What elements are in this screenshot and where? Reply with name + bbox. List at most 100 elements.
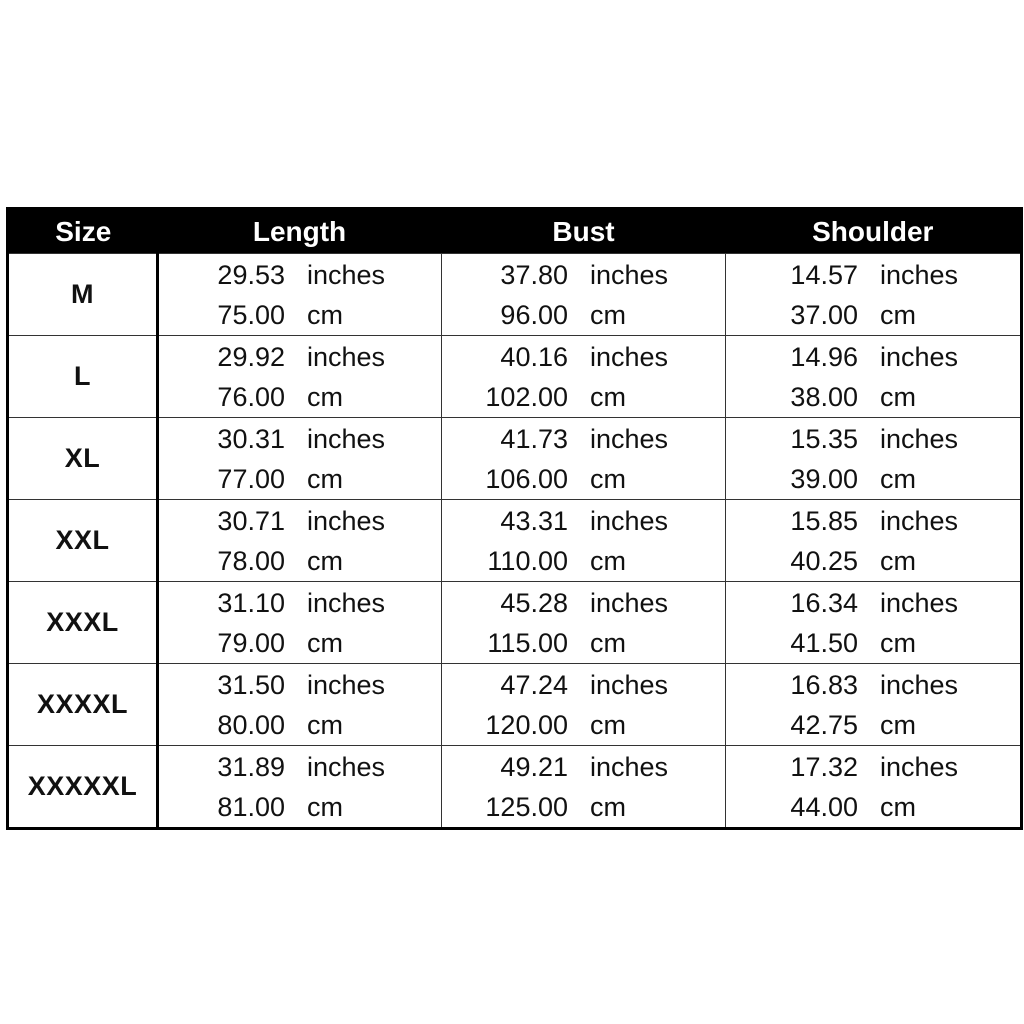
bust-inches-value: 49.21 — [500, 751, 568, 782]
bust-measure: 43.31 inches 110.00 cm — [442, 500, 725, 581]
shoulder-cm-value: 38.00 — [790, 381, 858, 412]
length-cm-line: 79.00 cm — [159, 623, 441, 663]
bust-measure: 37.80 inches 96.00 cm — [442, 254, 725, 335]
length-cm-unit: cm — [307, 791, 343, 822]
header-length: Length — [157, 208, 442, 254]
shoulder-cm-line: 37.00 cm — [726, 295, 1020, 335]
size-label: XXXXXL — [7, 745, 159, 829]
table-body: M 29.53 inches 75.00 cm 37.80 inches 96.00 cm 14.… — [7, 253, 1022, 829]
length-cm-value: 80.00 — [217, 709, 285, 740]
shoulder-cell: 17.32 inches 44.00 cm — [725, 745, 1022, 829]
shoulder-cm-value: 41.50 — [790, 627, 858, 658]
bust-inches-unit: inches — [590, 669, 669, 700]
shoulder-measure: 14.57 inches 37.00 cm — [726, 254, 1020, 335]
shoulder-cell: 16.83 inches 42.75 cm — [725, 663, 1022, 746]
length-inches-value: 31.10 — [217, 587, 285, 618]
shoulder-inches-unit: inches — [880, 505, 959, 536]
header-size: Size — [7, 208, 158, 254]
shoulder-inches-value: 15.35 — [790, 423, 858, 454]
shoulder-cell: 16.34 inches 41.50 cm — [725, 581, 1022, 664]
length-cm-unit: cm — [307, 463, 343, 494]
shoulder-inches-unit: inches — [880, 669, 959, 700]
shoulder-cm-unit: cm — [880, 709, 916, 740]
length-cm-line: 80.00 cm — [159, 705, 441, 745]
length-inches-unit: inches — [307, 587, 386, 618]
bust-inches-unit: inches — [590, 587, 669, 618]
length-inches-value: 31.89 — [217, 751, 285, 782]
bust-inches-unit: inches — [590, 259, 669, 290]
shoulder-inches-line: 14.57 inches — [726, 255, 1020, 295]
shoulder-cm-unit: cm — [880, 381, 916, 412]
bust-measure: 45.28 inches 115.00 cm — [442, 582, 725, 663]
length-inches-value: 31.50 — [217, 669, 285, 700]
shoulder-measure: 16.34 inches 41.50 cm — [726, 582, 1020, 663]
shoulder-cell: 14.96 inches 38.00 cm — [725, 335, 1022, 418]
shoulder-inches-line: 16.34 inches — [726, 583, 1020, 623]
bust-cm-unit: cm — [590, 463, 626, 494]
length-cell: 29.53 inches 75.00 cm — [157, 253, 442, 336]
length-measure: 31.10 inches 79.00 cm — [159, 582, 441, 663]
length-inches-value: 29.92 — [217, 341, 285, 372]
bust-inches-value: 41.73 — [500, 423, 568, 454]
bust-cm-line: 125.00 cm — [442, 787, 725, 827]
shoulder-inches-value: 14.57 — [790, 259, 858, 290]
shoulder-cm-line: 41.50 cm — [726, 623, 1020, 663]
length-inches-line: 31.89 inches — [159, 747, 441, 787]
bust-cell: 49.21 inches 125.00 cm — [441, 745, 726, 829]
bust-cm-value: 120.00 — [485, 709, 568, 740]
bust-inches-unit: inches — [590, 341, 669, 372]
shoulder-inches-unit: inches — [880, 341, 959, 372]
bust-cm-line: 120.00 cm — [442, 705, 725, 745]
shoulder-inches-line: 16.83 inches — [726, 665, 1020, 705]
length-cell: 31.50 inches 80.00 cm — [157, 663, 442, 746]
length-inches-unit: inches — [307, 423, 386, 454]
bust-inches-line: 45.28 inches — [442, 583, 725, 623]
bust-cm-unit: cm — [590, 709, 626, 740]
bust-cm-value: 110.00 — [487, 545, 568, 576]
shoulder-inches-value: 14.96 — [790, 341, 858, 372]
bust-measure: 41.73 inches 106.00 cm — [442, 418, 725, 499]
length-cell: 31.10 inches 79.00 cm — [157, 581, 442, 664]
bust-cm-line: 110.00 cm — [442, 541, 725, 581]
bust-inches-value: 45.28 — [500, 587, 568, 618]
bust-cm-unit: cm — [590, 791, 626, 822]
size-label: XL — [7, 417, 159, 500]
length-cm-line: 75.00 cm — [159, 295, 441, 335]
shoulder-inches-unit: inches — [880, 259, 959, 290]
length-cm-line: 78.00 cm — [159, 541, 441, 581]
table-header: Size Length Bust Shoulder — [7, 208, 1022, 254]
shoulder-cm-unit: cm — [880, 463, 916, 494]
length-inches-line: 29.92 inches — [159, 337, 441, 377]
length-inches-unit: inches — [307, 341, 386, 372]
bust-inches-line: 37.80 inches — [442, 255, 725, 295]
bust-cell: 41.73 inches 106.00 cm — [441, 417, 726, 500]
length-cm-value: 75.00 — [217, 299, 285, 330]
length-cm-unit: cm — [307, 381, 343, 412]
shoulder-cell: 14.57 inches 37.00 cm — [725, 253, 1022, 336]
length-cm-unit: cm — [307, 545, 343, 576]
table-row: L 29.92 inches 76.00 cm 40.16 inches 102.00 cm 14… — [7, 335, 1022, 418]
bust-inches-value: 40.16 — [500, 341, 568, 372]
header-shoulder: Shoulder — [725, 208, 1022, 254]
shoulder-cm-value: 39.00 — [790, 463, 858, 494]
length-cell: 31.89 inches 81.00 cm — [157, 745, 442, 829]
length-cell: 30.31 inches 77.00 cm — [157, 417, 442, 500]
length-cm-unit: cm — [307, 627, 343, 658]
shoulder-cm-value: 44.00 — [790, 791, 858, 822]
bust-inches-line: 47.24 inches — [442, 665, 725, 705]
length-measure: 29.92 inches 76.00 cm — [159, 336, 441, 417]
length-inches-line: 31.10 inches — [159, 583, 441, 623]
length-cm-line: 76.00 cm — [159, 377, 441, 417]
shoulder-inches-unit: inches — [880, 587, 959, 618]
length-measure: 30.71 inches 78.00 cm — [159, 500, 441, 581]
size-label: XXL — [7, 499, 159, 582]
length-inches-value: 30.71 — [217, 505, 285, 536]
bust-inches-line: 41.73 inches — [442, 419, 725, 459]
size-label: XXXXL — [7, 663, 159, 746]
length-inches-line: 30.31 inches — [159, 419, 441, 459]
bust-cm-value: 106.00 — [485, 463, 568, 494]
bust-inches-value: 47.24 — [500, 669, 568, 700]
length-inches-value: 29.53 — [217, 259, 285, 290]
length-inches-unit: inches — [307, 505, 386, 536]
bust-cm-unit: cm — [590, 545, 626, 576]
